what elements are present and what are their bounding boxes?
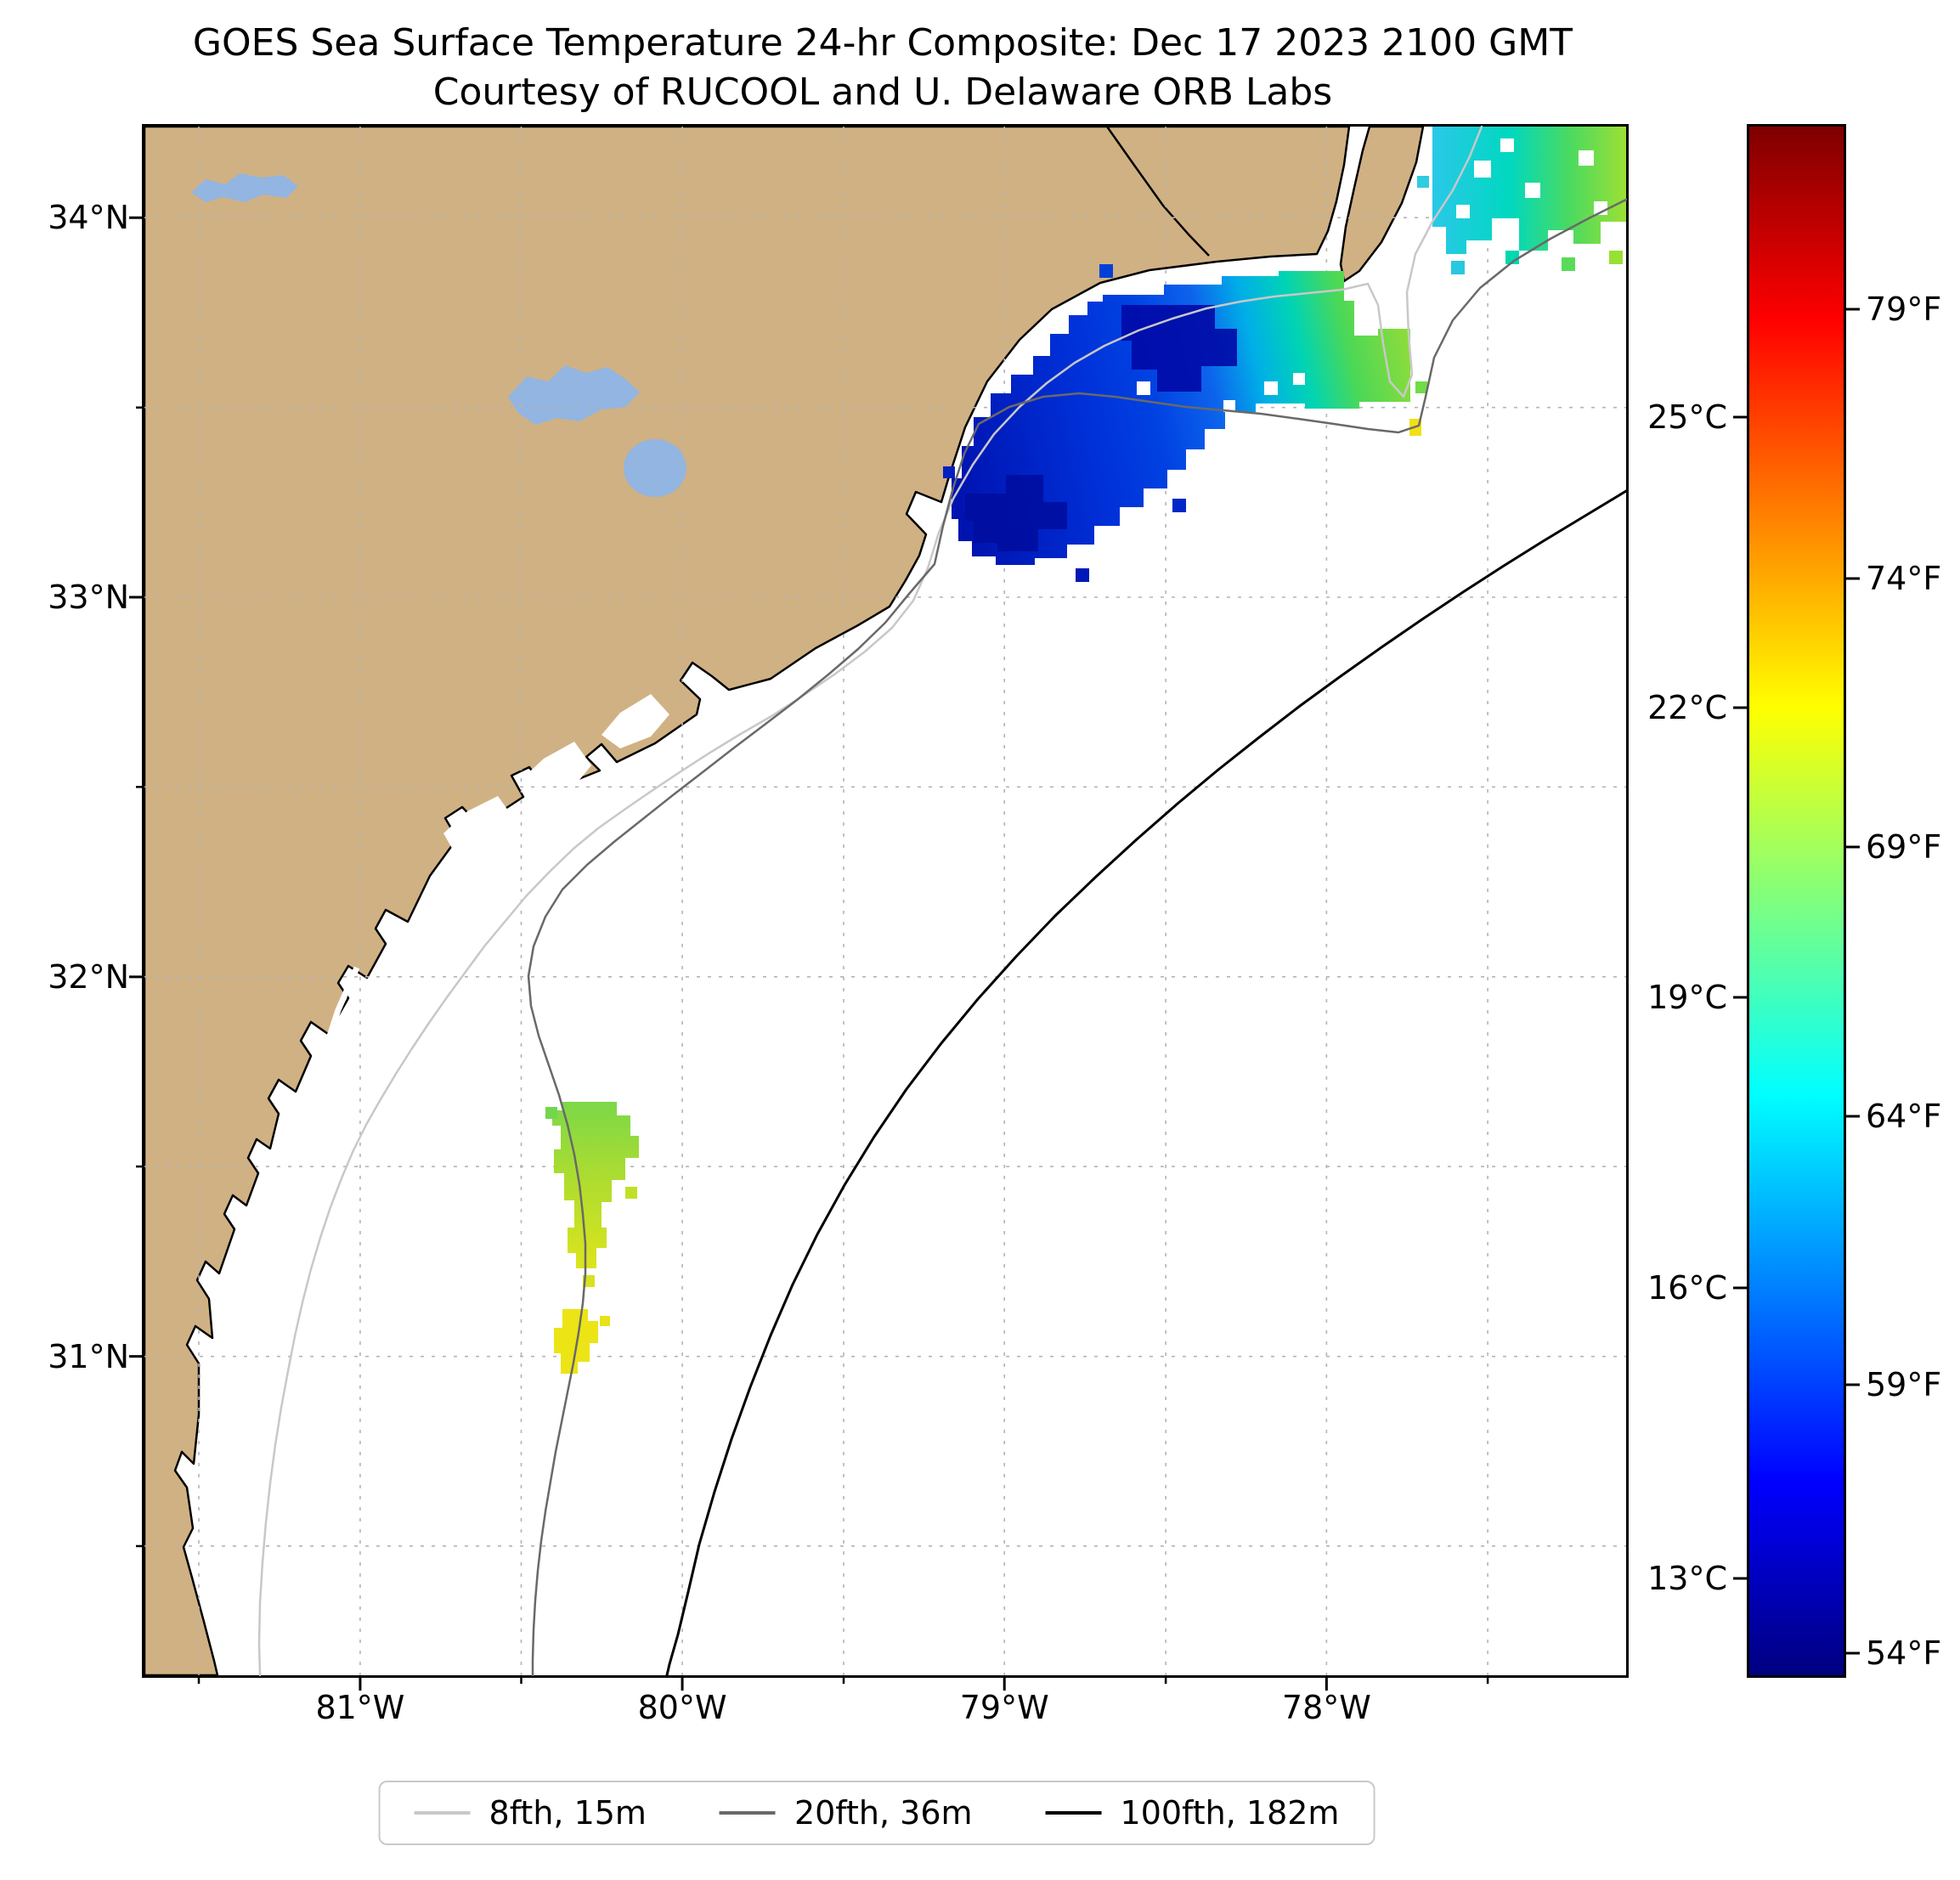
legend-line-sample <box>719 1811 776 1815</box>
x-axis-tick-label: 79°W <box>959 1689 1049 1726</box>
colorbar-label-fahrenheit: 64°F <box>1866 1097 1942 1135</box>
lake-marion <box>508 365 640 425</box>
colorbar-tick <box>1846 1115 1860 1118</box>
lake-murray <box>191 173 298 202</box>
legend-label: 20fth, 36m <box>794 1794 973 1832</box>
y-axis-tick-label: 32°N <box>48 957 129 996</box>
colorbar-label-celsius: 22°C <box>1647 688 1727 726</box>
marsh-white-blob <box>602 694 669 748</box>
legend-label: 100fth, 182m <box>1120 1794 1340 1832</box>
colorbar-label-fahrenheit: 79°F <box>1866 291 1942 329</box>
colorbar-gradient <box>1749 127 1844 1675</box>
mainland-carolinas-georgia <box>143 125 1351 1677</box>
colorbar-tick <box>1733 996 1747 999</box>
plot-title: GOES Sea Surface Temperature 24-hr Compo… <box>193 19 1573 117</box>
contour-100fth-182m <box>665 489 1628 1677</box>
legend-item: 20fth, 36m <box>719 1794 973 1832</box>
x-axis-tick-label: 81°W <box>315 1689 405 1726</box>
colorbar-tick <box>1846 1383 1860 1386</box>
colorbar-tick <box>1733 1577 1747 1580</box>
colorbar-tick <box>1733 415 1747 419</box>
sst-patch-longbay <box>943 264 1427 582</box>
legend-line-sample <box>1045 1811 1102 1815</box>
marsh-white-blob <box>443 796 515 857</box>
colorbar-label-celsius: 25°C <box>1647 398 1727 436</box>
legend-line-sample <box>414 1811 471 1815</box>
colorbar-label-celsius: 19°C <box>1647 979 1727 1017</box>
colorbar: 79°F 74°F 69°F 64°F 59°F 54°F 25°C 22°C 19°C 16°C… <box>1647 124 1941 1678</box>
colorbar-tick <box>1733 1286 1747 1290</box>
colorbar-tick <box>1733 706 1747 709</box>
map-area: 81°W 80°W 79°W 78°W 34°N 33°N 32°N 31°N <box>48 124 1629 1726</box>
land-layer <box>143 125 1425 1677</box>
sst-layer <box>545 127 1626 1374</box>
legend-item: 8fth, 15m <box>414 1794 647 1832</box>
lake-moultrie <box>624 439 686 497</box>
colorbar-label-fahrenheit: 74°F <box>1866 560 1942 598</box>
map-plot <box>129 125 1628 1691</box>
colorbar-tick <box>1846 308 1860 311</box>
marsh-white-blob <box>522 742 591 801</box>
grid-layer <box>144 127 1626 1675</box>
colorbar-tick <box>1846 845 1860 849</box>
colorbar-label-fahrenheit: 54°F <box>1866 1634 1942 1673</box>
intracoastal-waterway <box>214 966 360 1653</box>
state-border-line <box>1105 126 1210 257</box>
axis-ticks <box>129 216 1489 1691</box>
contour-8fth-15m <box>257 125 1483 1677</box>
sst-patch-georgia-green <box>545 1102 639 1287</box>
sst-patch-topright <box>1417 127 1626 274</box>
legend-items: 8fth, 15m 20fth, 36m 100fth, 182m <box>414 1794 1340 1832</box>
bathymetry-contours <box>257 125 1628 1677</box>
cape-fear-peninsula <box>1339 125 1425 283</box>
colorbar-tick <box>1846 1651 1860 1655</box>
colorbar-tick <box>1846 577 1860 580</box>
x-axis-tick-label: 80°W <box>637 1689 727 1726</box>
colorbar-label-celsius: 13°C <box>1647 1560 1727 1598</box>
legend-label: 8fth, 15m <box>489 1794 647 1832</box>
colorbar-label-fahrenheit: 59°F <box>1866 1366 1942 1404</box>
y-axis-tick-label: 33°N <box>48 579 129 616</box>
y-axis-tick-label: 34°N <box>48 199 129 237</box>
sst-patch-georgia-yellow <box>554 1309 610 1374</box>
depth-contour-legend: 8fth, 15m 20fth, 36m 100fth, 182m <box>378 1781 1375 1845</box>
colorbar-label-celsius: 16°C <box>1647 1269 1727 1307</box>
contour-20fth-36m <box>527 198 1628 1677</box>
x-axis-tick-label: 78°W <box>1281 1689 1371 1726</box>
colorbar-label-fahrenheit: 69°F <box>1866 827 1942 866</box>
legend-item: 100fth, 182m <box>1045 1794 1340 1832</box>
plot-title-line2: Courtesy of RUCOOL and U. Delaware ORB L… <box>432 71 1333 115</box>
y-axis-tick-label: 31°N <box>48 1337 129 1375</box>
plot-title-line1: GOES Sea Surface Temperature 24-hr Compo… <box>192 21 1573 65</box>
